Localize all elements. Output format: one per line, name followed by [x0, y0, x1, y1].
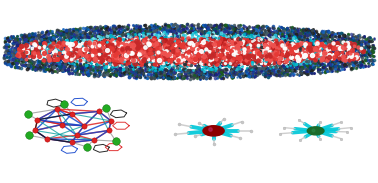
Circle shape [307, 127, 324, 135]
Circle shape [203, 126, 224, 136]
